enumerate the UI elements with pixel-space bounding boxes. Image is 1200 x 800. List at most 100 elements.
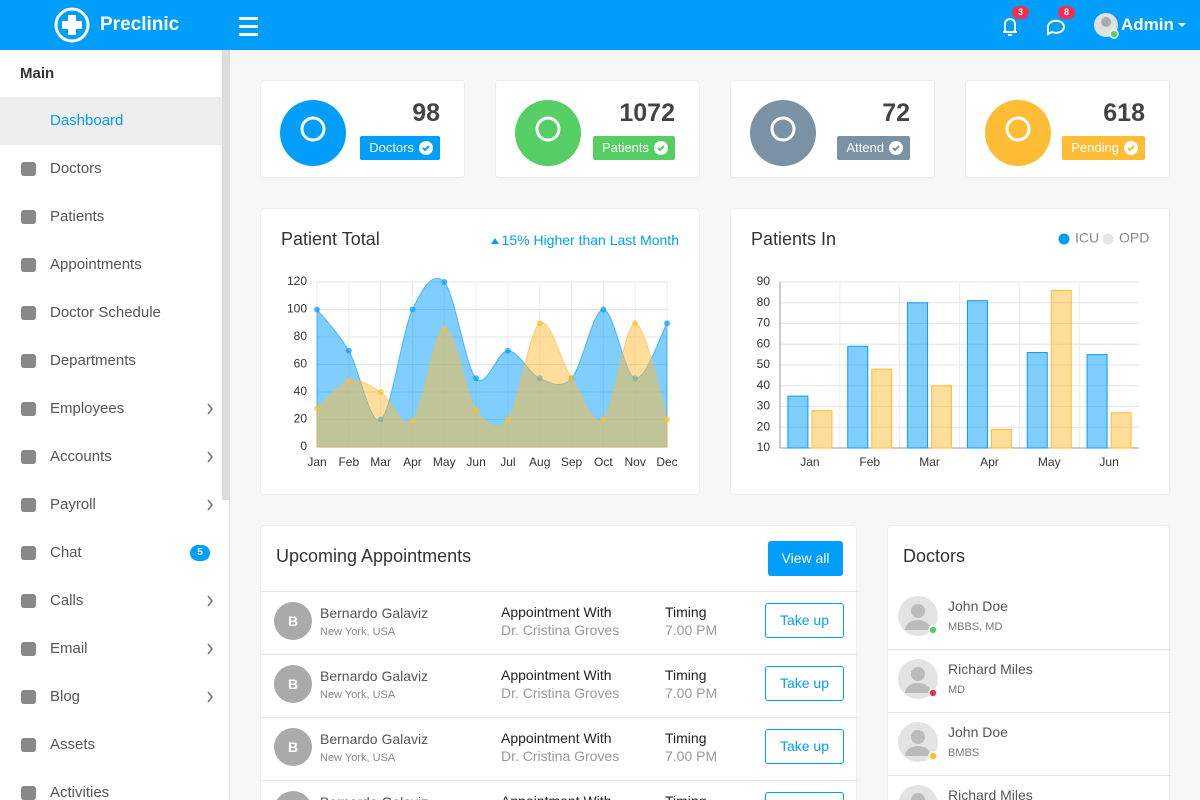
point — [441, 325, 448, 332]
menu-item[interactable]: Email — [50, 640, 88, 657]
take-up-label[interactable]: Take up — [766, 793, 843, 800]
bar — [871, 368, 893, 449]
y-tick-label: 60 — [294, 357, 308, 371]
menu-item[interactable]: Doctors — [50, 160, 102, 177]
avatar-body — [905, 683, 931, 693]
chart-title: Patients In — [751, 229, 837, 249]
stat-label: Pending — [1071, 140, 1119, 155]
stat-card: 618 Pending — [965, 80, 1170, 178]
status-dot — [928, 625, 938, 635]
y-tick-label: 120 — [287, 274, 307, 288]
menu-toggle[interactable] — [239, 17, 258, 20]
message-count: 8 — [1063, 7, 1069, 17]
timing-label: Timing — [665, 793, 707, 800]
menu-item[interactable]: Payroll — [50, 496, 96, 513]
doctor-name: John Doe — [948, 598, 1008, 614]
row-divider — [888, 649, 1171, 650]
x-tick-label: Apr — [980, 455, 999, 469]
avatar-initial: B — [274, 791, 312, 800]
patient-name: Bernardo Galaviz — [320, 794, 428, 800]
take-up-button[interactable]: Take up — [765, 792, 844, 800]
menu-item[interactable]: Patients — [50, 208, 105, 225]
avatar-initial: B — [287, 739, 299, 755]
menu-icon — [21, 738, 36, 752]
menu-item[interactable]: Dashboard — [50, 112, 124, 129]
bar — [811, 410, 833, 449]
avatar-bg — [898, 785, 938, 800]
menu-item[interactable]: Activities — [50, 784, 110, 800]
avatar-body — [905, 620, 931, 630]
menu-item[interactable]: Chat — [50, 544, 82, 561]
appointment-label: Appointment With — [501, 604, 612, 620]
check-mark — [892, 145, 900, 152]
y-tick-label: 50 — [757, 357, 771, 371]
menu-toggle[interactable] — [239, 25, 258, 28]
chat-icon[interactable] — [1046, 19, 1065, 36]
point — [632, 320, 639, 327]
timing-label: Timing — [665, 604, 707, 620]
menu-item[interactable]: Departments — [50, 352, 136, 369]
y-tick-label: 20 — [757, 419, 771, 433]
point — [409, 417, 416, 424]
menu-item[interactable]: Assets — [50, 736, 96, 753]
menu-icon — [21, 306, 36, 320]
point — [600, 306, 607, 313]
menu-item[interactable]: Blog — [50, 688, 81, 705]
menu-item[interactable]: Accounts — [50, 448, 112, 465]
submenu-arrow — [207, 595, 214, 607]
patient-name: Bernardo Galaviz — [320, 605, 429, 621]
menu-item[interactable]: Employees — [50, 400, 125, 417]
take-up-button[interactable]: Take up — [765, 729, 844, 764]
header-icons — [54, 7, 1186, 43]
legend-swatch — [1102, 233, 1114, 245]
menu-toggle[interactable] — [239, 33, 258, 36]
x-tick-label: Jan — [800, 455, 819, 469]
appointment-doctor: Dr. Cristina Groves — [501, 685, 620, 701]
row-divider — [261, 780, 858, 781]
point — [377, 389, 384, 395]
point — [600, 416, 607, 423]
check-icon — [889, 141, 903, 155]
take-up-label[interactable]: Take up — [779, 675, 830, 691]
check-icon — [654, 141, 668, 155]
check-mark — [657, 145, 665, 152]
row-divider — [888, 712, 1171, 713]
menu-icon — [21, 162, 36, 176]
patient-location: New York, USA — [320, 689, 396, 701]
menu-item[interactable]: Calls — [50, 592, 84, 609]
x-tick-label: Nov — [625, 455, 646, 469]
y-tick-label: 20 — [294, 412, 308, 426]
avatar-head — [911, 730, 925, 744]
stat-icon-circle — [750, 100, 816, 166]
stat-card: 98 Doctors — [260, 80, 465, 178]
legend-label: OPD — [1119, 230, 1149, 246]
brand-name: Preclinic — [100, 14, 180, 35]
view-all-label[interactable]: View all — [781, 550, 830, 566]
bar — [990, 428, 1012, 449]
doctor-avatar — [898, 785, 938, 800]
x-tick-label: Sep — [561, 455, 583, 469]
take-up-label[interactable]: Take up — [779, 612, 830, 628]
take-up-button[interactable]: Take up — [765, 666, 844, 701]
submenu-arrow — [207, 499, 214, 511]
x-tick-label: Feb — [338, 455, 359, 469]
take-up-label[interactable]: Take up — [779, 738, 830, 754]
point — [504, 347, 511, 354]
stat-icon — [515, 100, 581, 166]
menu-item[interactable]: Doctor Schedule — [50, 304, 161, 321]
stat-icon-glyph — [1005, 116, 1031, 142]
menu-item[interactable]: Appointments — [50, 256, 142, 273]
stat-badge: Attend — [837, 136, 910, 160]
bell-icon[interactable] — [1003, 18, 1017, 36]
point — [345, 347, 352, 354]
user-name[interactable]: Admin — [1121, 15, 1174, 34]
take-up-button[interactable]: Take up — [765, 603, 844, 638]
point — [473, 406, 480, 413]
x-tick-label: Feb — [859, 455, 880, 469]
sidebar: Main Dashboard Doctors Patients Appointments… — [0, 50, 230, 800]
y-tick-label: 40 — [757, 378, 771, 392]
patient-location: New York, USA — [320, 752, 396, 764]
view-all-button[interactable]: View all — [768, 541, 843, 576]
sidebar-scrollbar — [222, 50, 230, 500]
y-tick-label: 40 — [294, 384, 308, 398]
